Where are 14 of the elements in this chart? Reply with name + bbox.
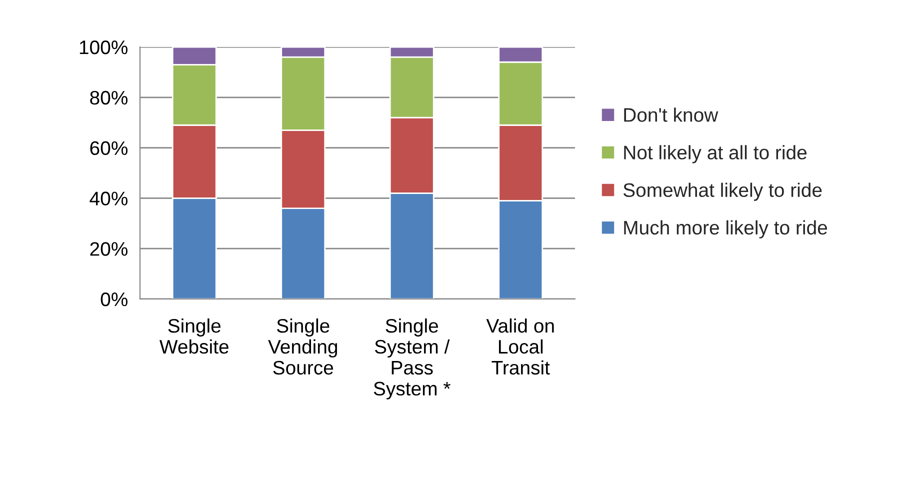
x-tick-label: Single System / Pass System * (374, 318, 450, 400)
y-tick-label: 0% (100, 292, 128, 306)
y-tick-label: 100% (80, 40, 128, 54)
legend-label: Much more likely to ride (624, 220, 828, 238)
legend-label: Not likely at all to ride (624, 145, 807, 164)
x-tick-label: Single Website (160, 318, 228, 354)
y-tick-label: 40% (90, 192, 128, 206)
x-tick-label: Single Vending Source (268, 318, 338, 375)
legend-label: Somewhat likely to ride (623, 182, 822, 201)
y-tick-label: 60% (90, 141, 128, 156)
legend-label: Don't know (624, 108, 718, 122)
x-tick-label: Valid on Local Transit (486, 318, 554, 375)
y-tick-label: 20% (90, 242, 128, 256)
y-tick-label: 80% (90, 90, 128, 105)
